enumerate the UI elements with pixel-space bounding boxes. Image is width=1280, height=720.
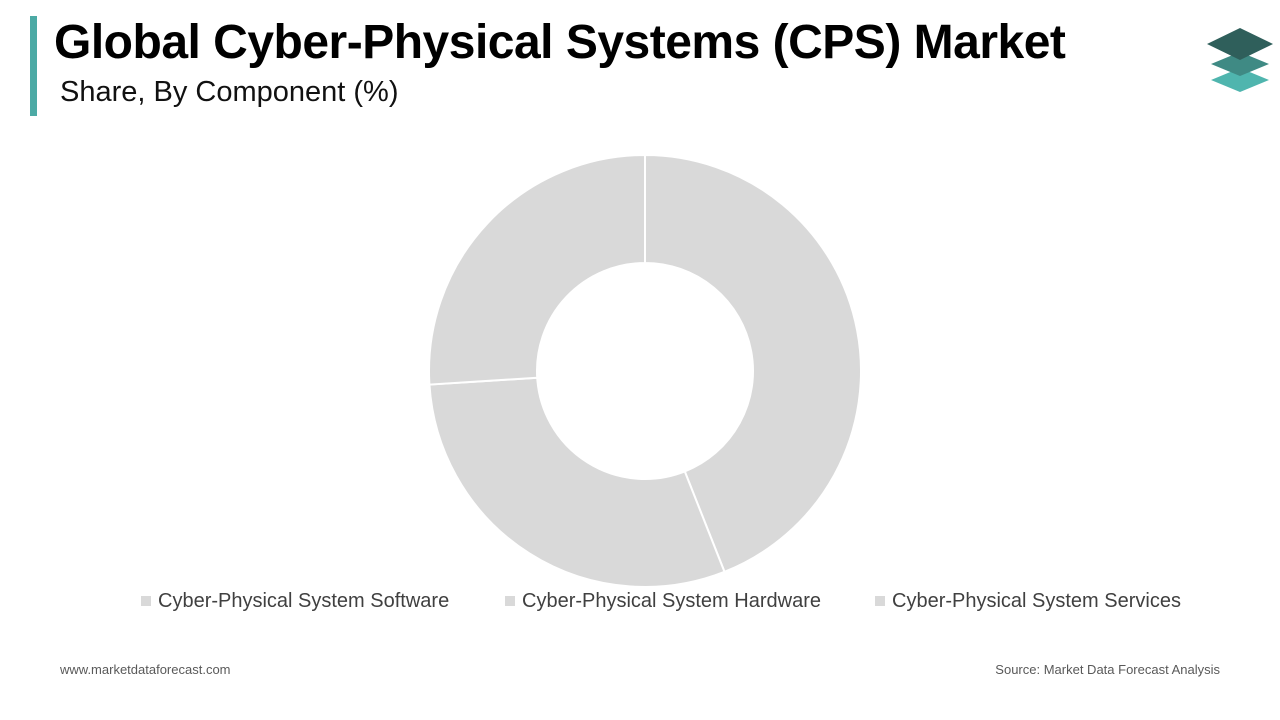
- legend-swatch: [505, 596, 515, 606]
- title-accent-bar: [30, 16, 37, 116]
- slice-services: [428, 153, 646, 386]
- logo-layer-bottom: [1211, 68, 1269, 92]
- chart-legend: Cyber-Physical System Software Cyber-Phy…: [0, 588, 1280, 614]
- footer-source: Source: Market Data Forecast Analysis: [995, 662, 1220, 677]
- page-subtitle: Share, By Component (%): [60, 76, 399, 108]
- legend-swatch: [875, 596, 885, 606]
- donut-slices: [428, 153, 862, 588]
- legend-item-services: Cyber-Physical System Services: [875, 588, 1181, 614]
- legend-label: Cyber-Physical System Services: [892, 589, 1181, 612]
- slice-software: [644, 153, 862, 574]
- legend-label: Cyber-Physical System Software: [158, 589, 450, 612]
- legend-label: Cyber-Physical System Hardware: [522, 589, 821, 612]
- logo-layer-top: [1207, 28, 1273, 60]
- brand-logo-icon: [1207, 28, 1273, 92]
- page-title: Global Cyber-Physical Systems (CPS) Mark…: [54, 16, 1066, 69]
- slice-hardware: [428, 376, 726, 588]
- legend-item-hardware: Cyber-Physical System Hardware: [505, 588, 821, 614]
- logo-layer-middle: [1211, 52, 1269, 76]
- legend-swatch: [141, 596, 151, 606]
- footer-website: www.marketdataforecast.com: [60, 662, 231, 677]
- legend-item-software: Cyber-Physical System Software: [141, 588, 449, 614]
